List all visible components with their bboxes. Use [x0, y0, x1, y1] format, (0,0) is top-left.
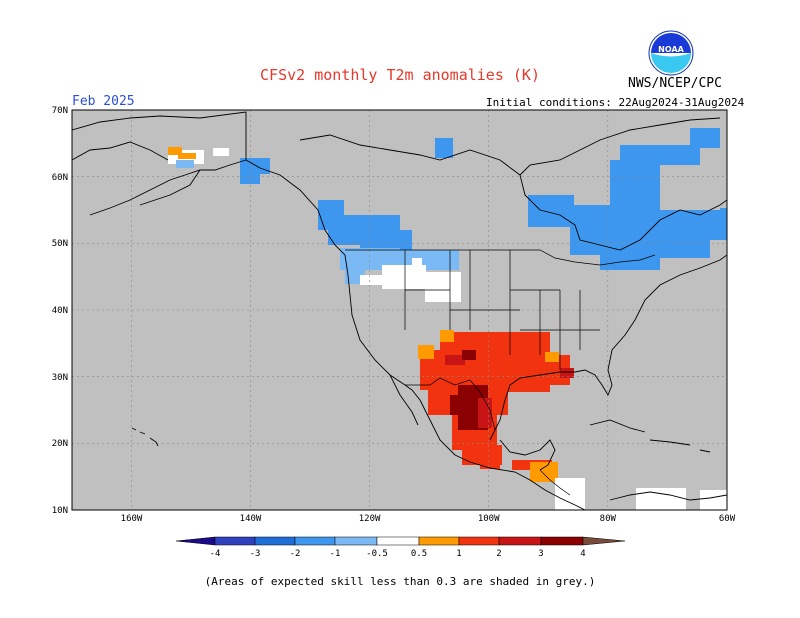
colorbar-label-p4: 4 — [580, 549, 585, 559]
agency-label: NWS/NCEP/CPC — [628, 76, 722, 91]
lon-label-100w: 100W — [478, 514, 500, 524]
colorbar-high-arrow — [582, 536, 626, 546]
lat-label-30n: 30N — [52, 373, 68, 383]
colorbar-label-p3: 3 — [538, 549, 543, 559]
lat-label-70n: 70N — [52, 106, 68, 116]
colorbar-label-p2: 2 — [496, 549, 501, 559]
lon-label-80w: 80W — [600, 514, 617, 524]
lat-label-60n: 60N — [52, 173, 68, 183]
svg-text:NOAA: NOAA — [658, 45, 684, 54]
lon-label-160w: 160W — [121, 514, 143, 524]
colorbar-bin-2 — [254, 536, 296, 546]
lat-label-20n: 20N — [52, 439, 68, 449]
lon-label-140w: 140W — [240, 514, 262, 524]
colorbar-label-m1: -1 — [330, 549, 341, 559]
colorbar-label-m05: -0.5 — [366, 549, 388, 559]
lat-label-40n: 40N — [52, 306, 68, 316]
colorbar-bin-3 — [294, 536, 336, 546]
chart-title: CFSv2 monthly T2m anomalies (K) — [260, 66, 540, 84]
colorbar-label-m2: -2 — [290, 549, 301, 559]
colorbar-bin-6 — [418, 536, 460, 546]
colorbar-label-p05: 0.5 — [411, 549, 427, 559]
colorbar-low-arrow — [175, 536, 216, 546]
lon-label-120w: 120W — [359, 514, 381, 524]
colorbar-bin-4 — [334, 536, 378, 546]
colorbar-bin-5 — [376, 536, 420, 546]
colorbar-label-p1: 1 — [456, 549, 461, 559]
noaa-logo-icon: NOAA — [648, 30, 694, 76]
longitude-labels: 160W 140W 120W 100W 80W 60W — [121, 514, 736, 524]
colorbar-bin-7 — [458, 536, 500, 546]
forecast-period: Feb 2025 — [72, 94, 135, 109]
colorbar-bin-9 — [540, 536, 584, 546]
skill-footnote: (Areas of expected skill less than 0.3 a… — [204, 575, 596, 588]
lat-label-50n: 50N — [52, 239, 68, 249]
colorbar-bin-1 — [214, 536, 256, 546]
near-normal-patch — [555, 478, 585, 510]
lat-label-10n: 10N — [52, 506, 68, 516]
coastlines — [72, 111, 727, 510]
latitude-labels: 70N 60N 50N 40N 30N 20N 10N — [52, 106, 68, 516]
borders — [345, 249, 656, 496]
colorbar-label-m4: -4 — [210, 549, 221, 559]
initial-conditions: Initial conditions: 22Aug2024-31Aug2024 — [486, 96, 745, 109]
colorbar: -4 -3 -2 -1 -0.5 0.5 1 2 3 4 — [175, 536, 626, 559]
warm-anomaly-patches — [418, 330, 574, 482]
colorbar-bin-8 — [498, 536, 542, 546]
lon-label-60w: 60W — [719, 514, 736, 524]
map-frame — [71, 109, 728, 511]
colorbar-label-m3: -3 — [250, 549, 261, 559]
graticule — [72, 110, 727, 510]
